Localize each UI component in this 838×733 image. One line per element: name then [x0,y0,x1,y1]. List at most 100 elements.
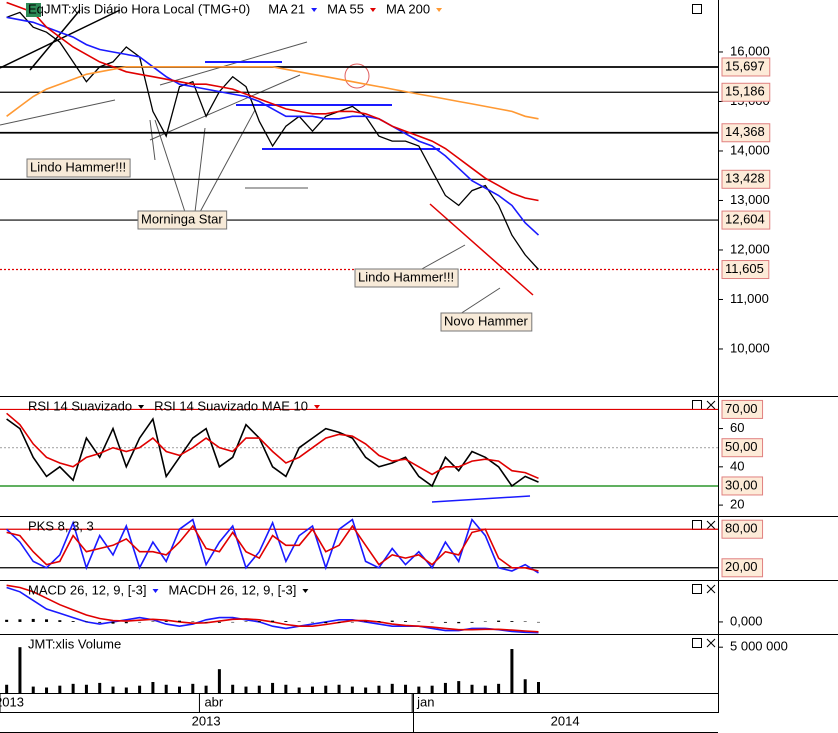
bar [31,686,35,693]
close-button[interactable] [706,400,716,410]
bar [164,621,168,622]
legend-entry: MACD 26, 12, 9, [-3] [28,582,147,597]
level-label: 20,00 [725,559,758,574]
bar [58,685,62,693]
bar [364,621,368,623]
bar [417,621,421,623]
level-label: 50,00 [725,439,758,454]
bar [497,620,501,622]
annotation: Morninga Star [141,211,223,226]
maximize-button[interactable] [692,638,702,648]
close-button[interactable] [706,520,716,530]
series-line [6,417,539,488]
bar [297,687,301,693]
level-box [721,260,770,280]
legend-entry: MA 55 [327,1,364,16]
bar [178,686,181,693]
level-box [721,476,764,496]
annotation: Lindo Hammer!!! [30,159,126,174]
bar [350,621,354,623]
level-box [721,558,764,578]
x-tick-label: abr [204,694,223,709]
panel: 20 40 60 70,00 50,00 30,00 RSI 14 Suavizado RSI… [0,398,764,512]
level-label: 12,604 [725,212,765,227]
bar [390,620,394,622]
y-tick-label: 14,000 [730,142,770,157]
bar [244,686,248,693]
level-label: 13,428 [725,171,765,186]
bar [58,620,62,622]
maximize-button[interactable] [692,4,702,14]
level-label: 70,00 [725,401,758,416]
bar [217,621,221,623]
annotation-box [26,158,131,178]
bar [510,621,514,622]
bar [71,683,75,693]
bar [98,621,102,623]
level-box [721,57,771,77]
y-tick-label: 20 [730,497,744,512]
close-button[interactable] [706,584,716,594]
bar [151,682,155,693]
legend-entry: MA 200 [386,1,430,16]
bar [404,621,408,622]
bar [231,684,235,693]
y-tick-label: 40 [730,458,744,473]
panel: 10,00011,00012,00013,00014,00015,00016,0… [0,1,771,355]
series-line [6,524,539,572]
level-label: 30,00 [725,477,758,492]
bar [98,682,102,693]
series-line [6,586,539,634]
bar [191,683,195,693]
bar [124,621,128,624]
bar [523,679,527,693]
legend-arrow [369,8,376,12]
bar [178,620,181,622]
legend-entry: RSI 14 Suavizado MAE 10 [154,398,308,413]
bar [45,687,49,693]
series-line [6,66,539,120]
bar [191,621,195,623]
legend-arrow [138,405,145,409]
bar [337,684,341,693]
legend-arrow [314,405,320,409]
bar [404,684,408,693]
level-box [721,438,764,458]
panel-title: PKS 8, 3, 3 [28,518,94,533]
trend-line [159,41,308,86]
level-label: 15,697 [725,58,765,73]
bar [310,621,314,623]
panel: 0,000 MACD 26, 12, 9, [-3] MACDH 26, 12, 9… [5,582,763,634]
bar [443,682,447,693]
annotation: Lindo Hammer!!! [358,269,454,284]
bar [138,621,142,623]
bar [284,621,288,622]
callout-lines [149,109,308,213]
series-line [6,1,539,202]
annotation-box [137,210,228,230]
level-box [721,169,771,189]
bar [470,684,474,693]
bar [430,685,434,693]
legend-entry: RSI 14 Suavizado [28,398,132,413]
y-tick-label: 11,000 [730,291,769,306]
level-box [721,210,771,230]
trend-line [0,9,121,69]
trend-line [0,99,116,126]
bar [18,647,22,693]
bar [457,681,461,693]
bar [324,685,328,693]
bar [443,621,447,623]
close-button[interactable] [706,638,716,648]
bar [430,621,434,623]
series-line [6,11,539,270]
bar [204,685,208,693]
legend-arrow [311,8,318,12]
series-line [6,16,540,236]
level-label: 11,605 [725,261,764,276]
y-tick-label: 12,000 [730,241,770,256]
bar [497,683,501,693]
maximize-button[interactable] [692,584,702,594]
bar [257,685,261,693]
